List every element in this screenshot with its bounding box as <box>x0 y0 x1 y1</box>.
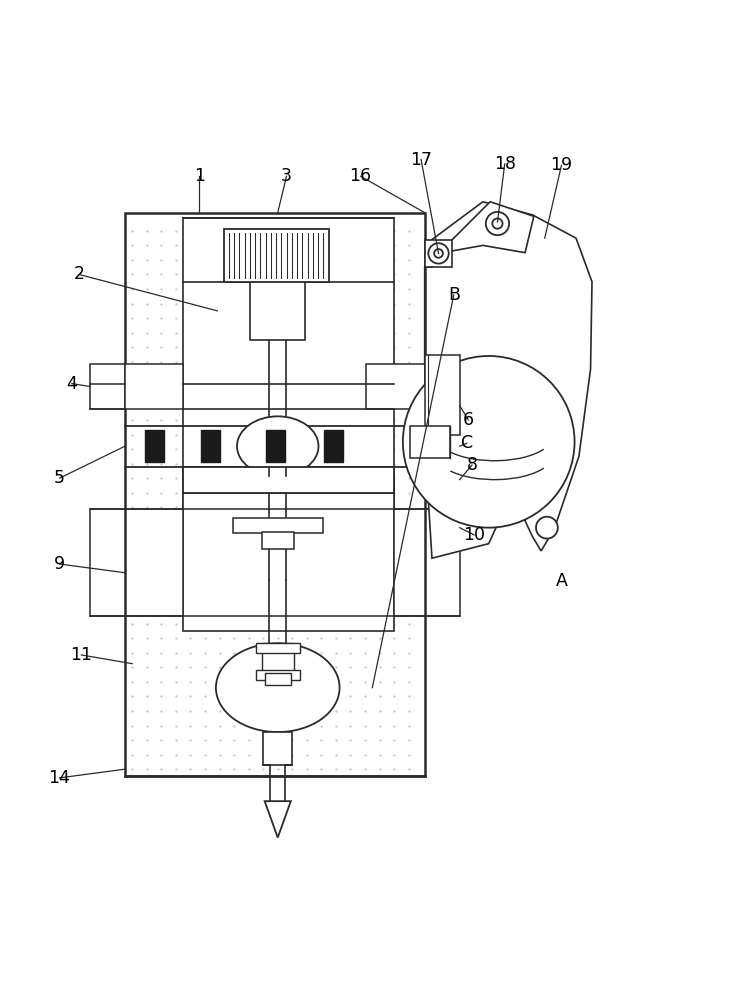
Bar <box>424 355 460 435</box>
Bar <box>224 229 329 282</box>
Text: 9: 9 <box>54 555 65 573</box>
Polygon shape <box>424 202 592 558</box>
Bar <box>366 364 424 409</box>
Bar <box>394 509 460 616</box>
Bar <box>266 430 285 462</box>
Bar <box>410 426 450 458</box>
Polygon shape <box>265 801 291 838</box>
Bar <box>183 467 394 493</box>
Bar <box>256 670 300 680</box>
Text: 14: 14 <box>48 769 70 787</box>
Text: 16: 16 <box>350 167 372 185</box>
Bar <box>232 518 323 533</box>
Polygon shape <box>438 202 534 253</box>
Bar <box>324 430 343 462</box>
Circle shape <box>493 218 503 229</box>
Text: C: C <box>461 434 473 452</box>
Bar <box>90 364 125 409</box>
Bar <box>201 430 220 462</box>
Bar <box>183 493 394 631</box>
Text: 19: 19 <box>550 156 572 174</box>
Bar <box>263 732 292 765</box>
Circle shape <box>486 212 509 235</box>
Ellipse shape <box>216 643 339 732</box>
Bar <box>256 643 300 653</box>
Circle shape <box>403 356 575 528</box>
Text: 11: 11 <box>70 646 92 664</box>
Bar <box>424 240 452 267</box>
Circle shape <box>536 517 558 539</box>
Text: 5: 5 <box>54 469 65 487</box>
Text: 1: 1 <box>194 167 205 185</box>
Text: 4: 4 <box>67 375 77 393</box>
Bar <box>125 213 424 776</box>
Bar <box>262 532 294 549</box>
Bar <box>262 643 294 673</box>
Bar <box>144 430 163 462</box>
Text: 17: 17 <box>410 151 432 169</box>
Text: 10: 10 <box>463 526 485 544</box>
Circle shape <box>428 243 449 264</box>
Bar <box>265 673 291 685</box>
Text: 6: 6 <box>463 411 474 429</box>
Circle shape <box>434 249 443 258</box>
Text: 8: 8 <box>466 456 477 474</box>
Bar <box>183 218 394 551</box>
Text: 18: 18 <box>494 155 516 173</box>
Bar <box>125 364 183 409</box>
Text: 3: 3 <box>281 167 292 185</box>
Text: 2: 2 <box>73 265 84 283</box>
Text: B: B <box>448 286 460 304</box>
Bar <box>90 509 183 616</box>
Ellipse shape <box>237 416 319 476</box>
Text: A: A <box>556 572 567 590</box>
Bar <box>250 280 306 340</box>
Bar <box>424 364 460 409</box>
